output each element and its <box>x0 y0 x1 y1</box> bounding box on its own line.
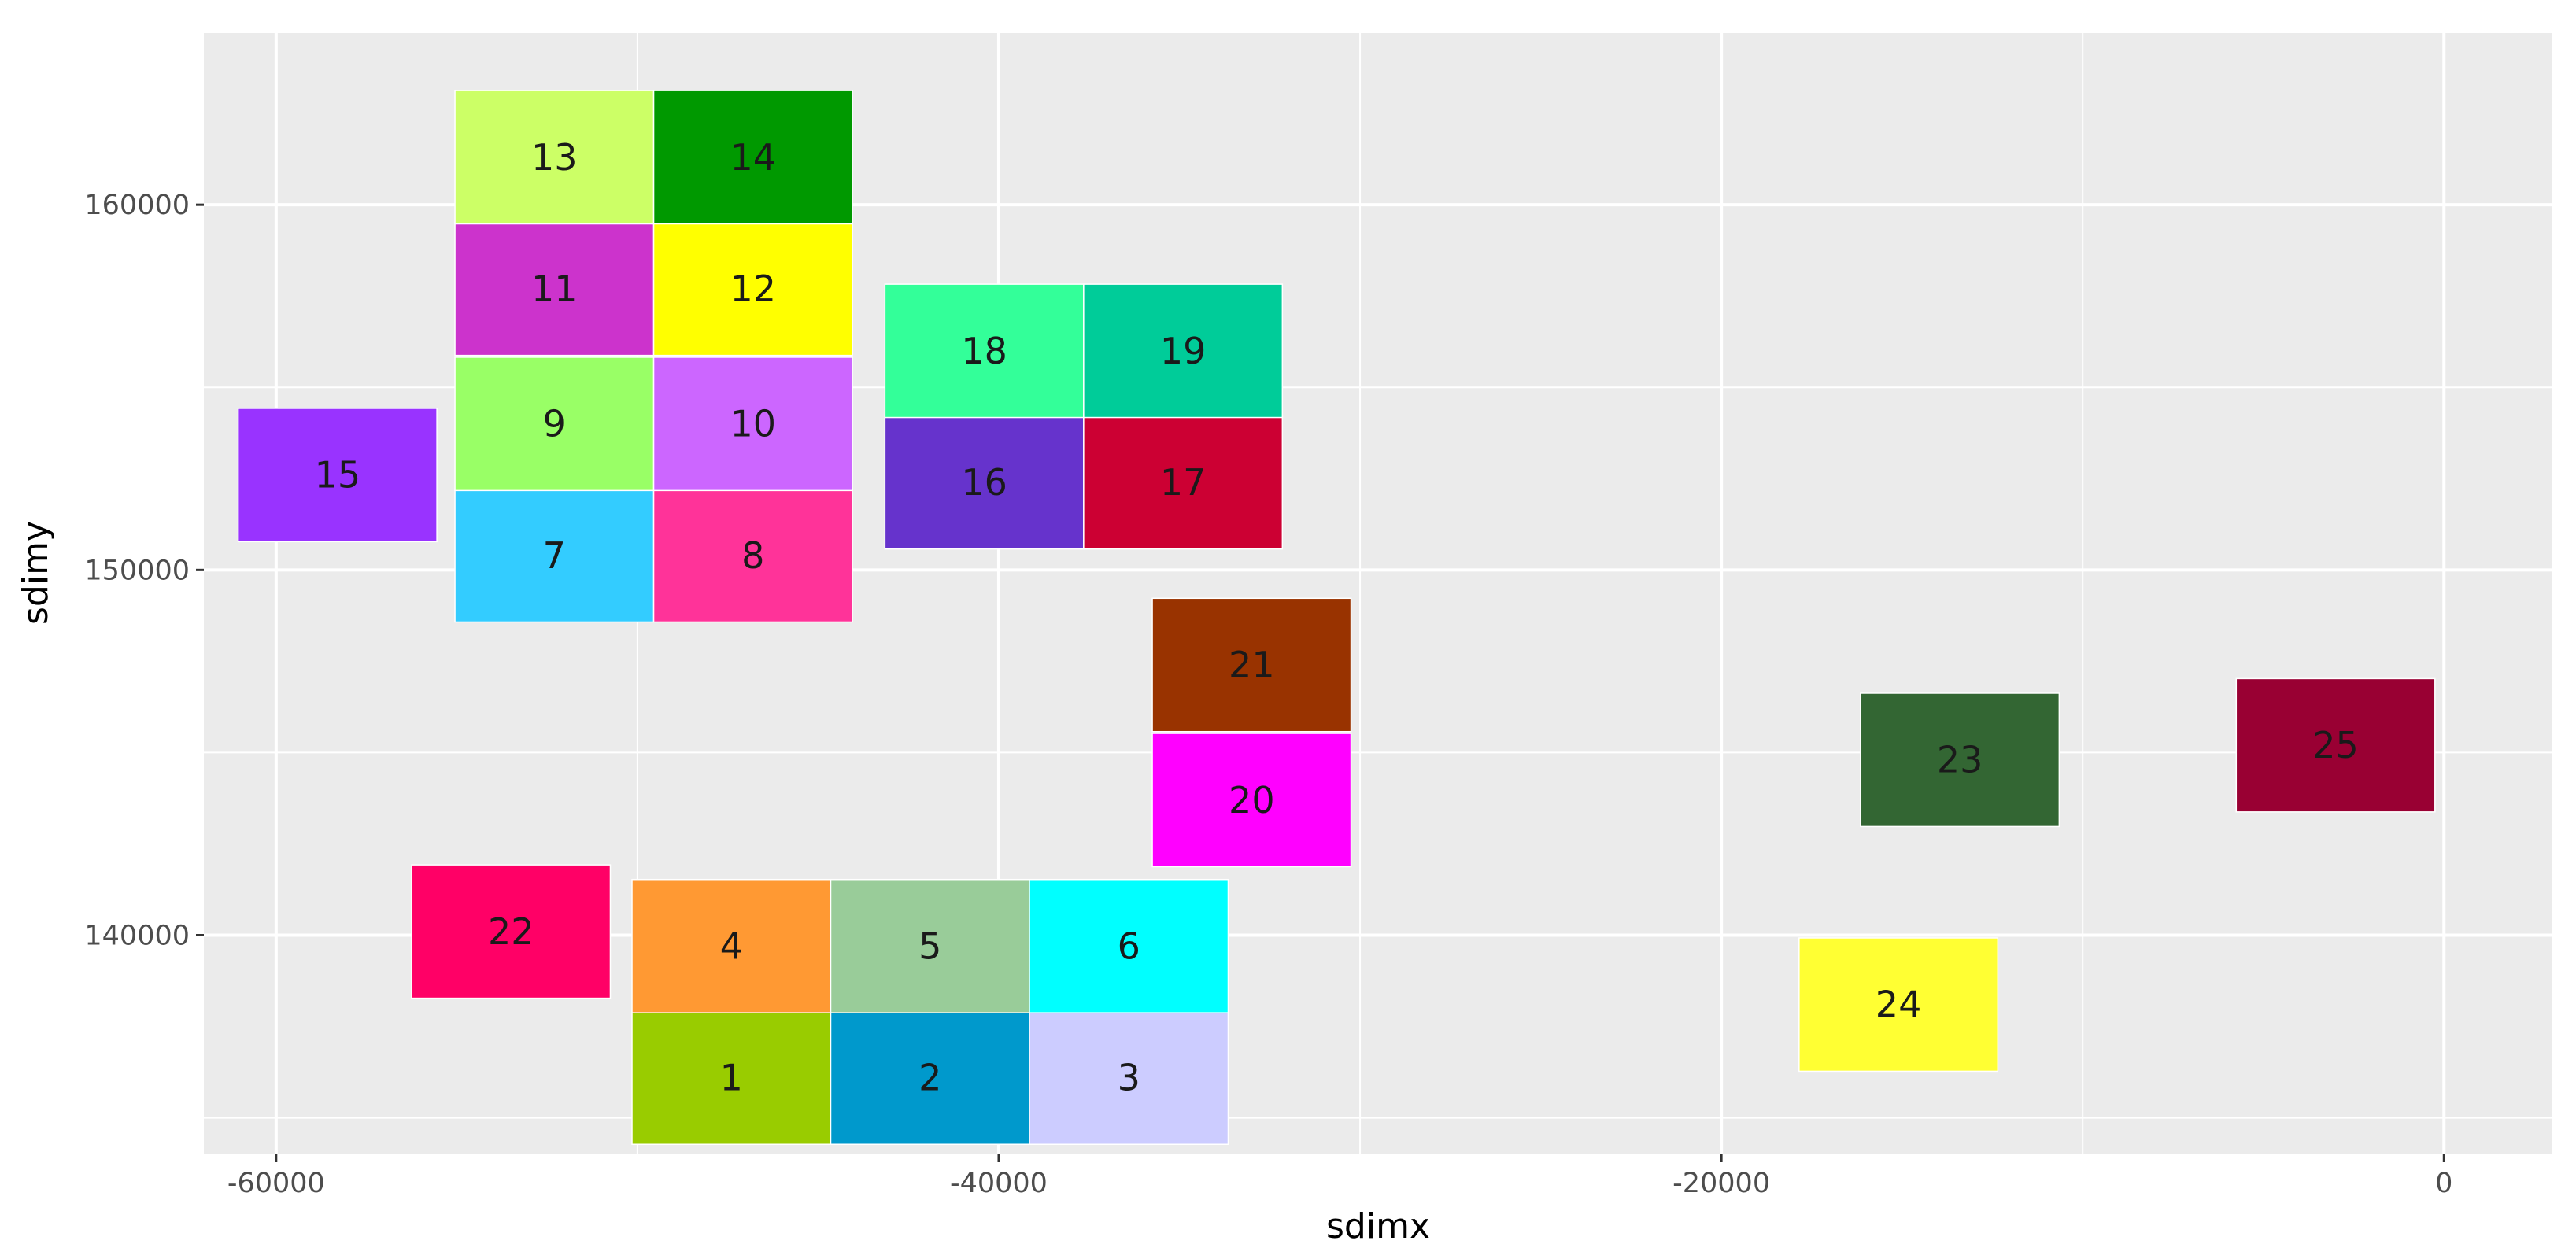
x-tick-label: 0 <box>2435 1168 2452 1199</box>
y-tick-label: 160000 <box>84 190 190 221</box>
x-tick-label: -60000 <box>227 1168 325 1199</box>
tile-7 <box>454 488 655 623</box>
tile-11 <box>454 221 655 356</box>
tile-19 <box>1083 283 1284 419</box>
tile-label-1: 1 <box>720 1057 743 1099</box>
tile-label-10: 10 <box>730 403 777 445</box>
tile-20 <box>1151 733 1352 868</box>
tile-18 <box>884 283 1085 419</box>
tile-17 <box>1083 415 1284 550</box>
x-tick-label: -40000 <box>950 1168 1048 1199</box>
tile-10 <box>652 356 853 492</box>
tile-label-21: 21 <box>1229 644 1275 686</box>
tile-label-6: 6 <box>1118 925 1140 967</box>
tile-label-17: 17 <box>1160 461 1207 504</box>
tile-label-18: 18 <box>961 330 1007 372</box>
tile-label-23: 23 <box>1937 739 1983 781</box>
tile-label-24: 24 <box>1876 984 1922 1026</box>
tile-label-12: 12 <box>730 268 777 310</box>
tile-13 <box>454 90 655 225</box>
tile-24 <box>1798 937 1999 1073</box>
tile-label-9: 9 <box>543 403 566 445</box>
tile-14 <box>652 90 853 225</box>
tile-16 <box>884 415 1085 550</box>
tile-25 <box>2235 677 2436 813</box>
x-tick-label: -20000 <box>1672 1168 1770 1199</box>
tile-label-8: 8 <box>741 534 764 577</box>
tile-label-13: 13 <box>531 136 578 179</box>
tile-15 <box>237 408 438 543</box>
tiles <box>237 90 2436 1145</box>
tile-5 <box>830 878 1030 1013</box>
tile-label-4: 4 <box>720 925 743 967</box>
tile-label-14: 14 <box>730 136 777 179</box>
tile-label-3: 3 <box>1118 1057 1140 1099</box>
tile-label-19: 19 <box>1160 330 1207 372</box>
tile-9 <box>454 356 655 492</box>
y-tick-label: 140000 <box>84 920 190 951</box>
y-axis: 140000 150000 160000 <box>84 190 204 951</box>
y-axis-title: sdimy <box>16 521 56 625</box>
tile-8 <box>652 488 853 623</box>
tile-21 <box>1151 597 1352 733</box>
tile-23 <box>1860 692 2060 828</box>
tile-label-2: 2 <box>918 1057 941 1099</box>
tile-label-25: 25 <box>2312 724 2359 766</box>
y-tick-label: 150000 <box>84 555 190 586</box>
tile-6 <box>1029 878 1229 1013</box>
tile-label-5: 5 <box>918 925 941 967</box>
tile-22 <box>411 864 612 999</box>
x-axis: -60000 -40000 -20000 0 <box>227 1154 2452 1199</box>
tile-3 <box>1029 1010 1229 1145</box>
tile-label-15: 15 <box>315 454 361 497</box>
x-axis-title: sdimx <box>1326 1206 1430 1246</box>
tile-label-20: 20 <box>1229 779 1275 821</box>
tile-1 <box>631 1010 832 1145</box>
tile-label-7: 7 <box>543 534 566 577</box>
tile-label-11: 11 <box>531 268 578 310</box>
tile-4 <box>631 878 832 1013</box>
tile-12 <box>652 221 853 356</box>
tile-label-16: 16 <box>961 461 1007 504</box>
tile-2 <box>830 1010 1030 1145</box>
tile-label-22: 22 <box>488 910 534 953</box>
